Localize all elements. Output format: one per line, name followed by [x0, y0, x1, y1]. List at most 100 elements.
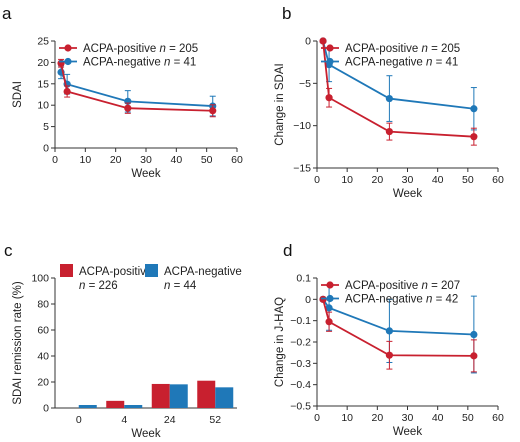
data-point — [319, 37, 327, 45]
series-line — [60, 63, 213, 112]
series-acpa-negative — [319, 37, 478, 131]
legend-n-label: n — [161, 57, 171, 69]
x-axis-title: Week — [393, 188, 422, 200]
x-tick-label: 10 — [79, 154, 91, 166]
legend-name: ACPA-negative — [83, 57, 161, 69]
panel-label: a — [2, 4, 12, 23]
y-tick-label: 10 — [37, 100, 49, 112]
legend-n-value: = 207 — [428, 280, 460, 292]
x-tick-label: 30 — [402, 174, 414, 186]
y-tick-label: 0.1 — [296, 273, 311, 285]
data-point — [470, 352, 478, 360]
y-tick-label: −0.2 — [290, 337, 311, 349]
legend-swatch — [145, 264, 158, 277]
legend-name: ACPA-positive — [79, 266, 152, 278]
data-point — [385, 327, 393, 335]
y-tick-label: 0 — [43, 403, 49, 415]
data-point — [470, 133, 478, 141]
x-tick-label: 20 — [371, 412, 383, 424]
series-acpa-positive — [319, 295, 478, 373]
data-point — [325, 318, 333, 326]
legend-entry: ACPA-negative n = 41 — [83, 57, 196, 69]
legend-n-label: n — [156, 43, 166, 55]
x-tick-label: 20 — [110, 154, 122, 166]
x-tick-label: 0 — [52, 154, 58, 166]
x-tick-label: 0 — [314, 412, 320, 424]
bar-acpa-positive — [106, 400, 125, 408]
data-point — [385, 351, 393, 359]
panel-a: a 0 5 10 15 20 25 SDAI Week 0 10 20 30 40 50 60 ACPA-pos… — [2, 4, 243, 180]
data-point — [470, 330, 478, 339]
legend-n-label: n — [418, 43, 428, 55]
series-line — [322, 40, 474, 110]
x-tick-label: 10 — [341, 174, 353, 186]
x-axis-title: Week — [131, 168, 160, 180]
legend-n-label: n — [423, 294, 433, 306]
y-tick-label: 0 — [305, 294, 311, 306]
x-tick-label: 30 — [140, 154, 152, 166]
panel-label: d — [283, 241, 292, 260]
y-tick-label: 15 — [37, 78, 49, 90]
x-tick-label: 40 — [432, 174, 444, 186]
y-tick-label: 5 — [43, 121, 49, 133]
legend-name: ACPA-positive — [345, 43, 418, 55]
legend-n: n = 44 — [164, 280, 197, 292]
y-tick-label: 25 — [37, 36, 49, 48]
legend-n-label: n — [164, 280, 170, 292]
panel-label: c — [4, 241, 13, 260]
legend-name: ACPA-positive — [83, 43, 156, 55]
x-tick-label: 60 — [492, 412, 504, 424]
legend-entry: ACPA-negative n = 41 — [345, 57, 458, 69]
legend-name: ACPA-negative — [345, 57, 423, 69]
y-tick-label: 60 — [37, 325, 49, 337]
y-tick-label: −0.1 — [290, 315, 311, 327]
x-tick-label: 50 — [462, 174, 474, 186]
data-point — [209, 107, 217, 115]
x-tick-label: 40 — [432, 412, 444, 424]
y-tick-label: 80 — [37, 299, 49, 311]
legend-n-value: = 42 — [432, 294, 458, 306]
data-point — [63, 87, 71, 96]
x-tick-label: 50 — [201, 154, 213, 166]
legend-swatch — [60, 264, 73, 277]
bar-acpa-negative — [169, 384, 188, 408]
series-acpa-positive — [319, 37, 478, 146]
series-line — [322, 298, 474, 336]
legend-name: ACPA-negative — [345, 294, 423, 306]
x-tick-label: 60 — [492, 174, 504, 186]
series-line — [322, 299, 474, 357]
bar-acpa-negative — [124, 405, 143, 408]
x-tick-label: 10 — [341, 412, 353, 424]
bar-acpa-negative — [215, 387, 234, 408]
data-point — [385, 94, 393, 103]
panel-label: b — [282, 4, 291, 23]
bar-acpa-negative — [78, 405, 97, 408]
x-tick-label: 30 — [402, 412, 414, 424]
y-tick-label: 20 — [37, 377, 49, 389]
data-point — [325, 304, 333, 312]
data-point — [470, 105, 478, 113]
y-axis-title: SDAI — [12, 81, 24, 108]
x-tick-label: 0 — [76, 414, 82, 426]
legend-name: ACPA-negative — [164, 266, 242, 278]
x-tick-label: 50 — [462, 412, 474, 424]
y-tick-label: −15 — [293, 163, 311, 175]
y-tick-label: −10 — [293, 120, 311, 132]
y-tick-label: 40 — [37, 351, 49, 363]
y-tick-label: 100 — [31, 273, 49, 285]
legend-n-value: = 205 — [428, 43, 460, 55]
y-axis-title: Change in J-HAQ — [274, 297, 286, 387]
legend-n-value: = 44 — [170, 280, 197, 292]
legend-n-value: = 41 — [170, 57, 196, 69]
legend-marker — [64, 57, 72, 66]
series-line — [322, 40, 474, 138]
y-axis-title: Change in SDAI — [274, 63, 286, 145]
data-point — [325, 94, 333, 102]
series-acpa-positive — [57, 58, 217, 118]
y-tick-label: −5 — [299, 78, 311, 90]
x-tick-label: 20 — [371, 174, 383, 186]
y-tick-label: −0.3 — [290, 358, 311, 370]
x-tick-label: 40 — [170, 154, 182, 166]
legend-entry: ACPA-positive n = 205 — [83, 43, 198, 55]
